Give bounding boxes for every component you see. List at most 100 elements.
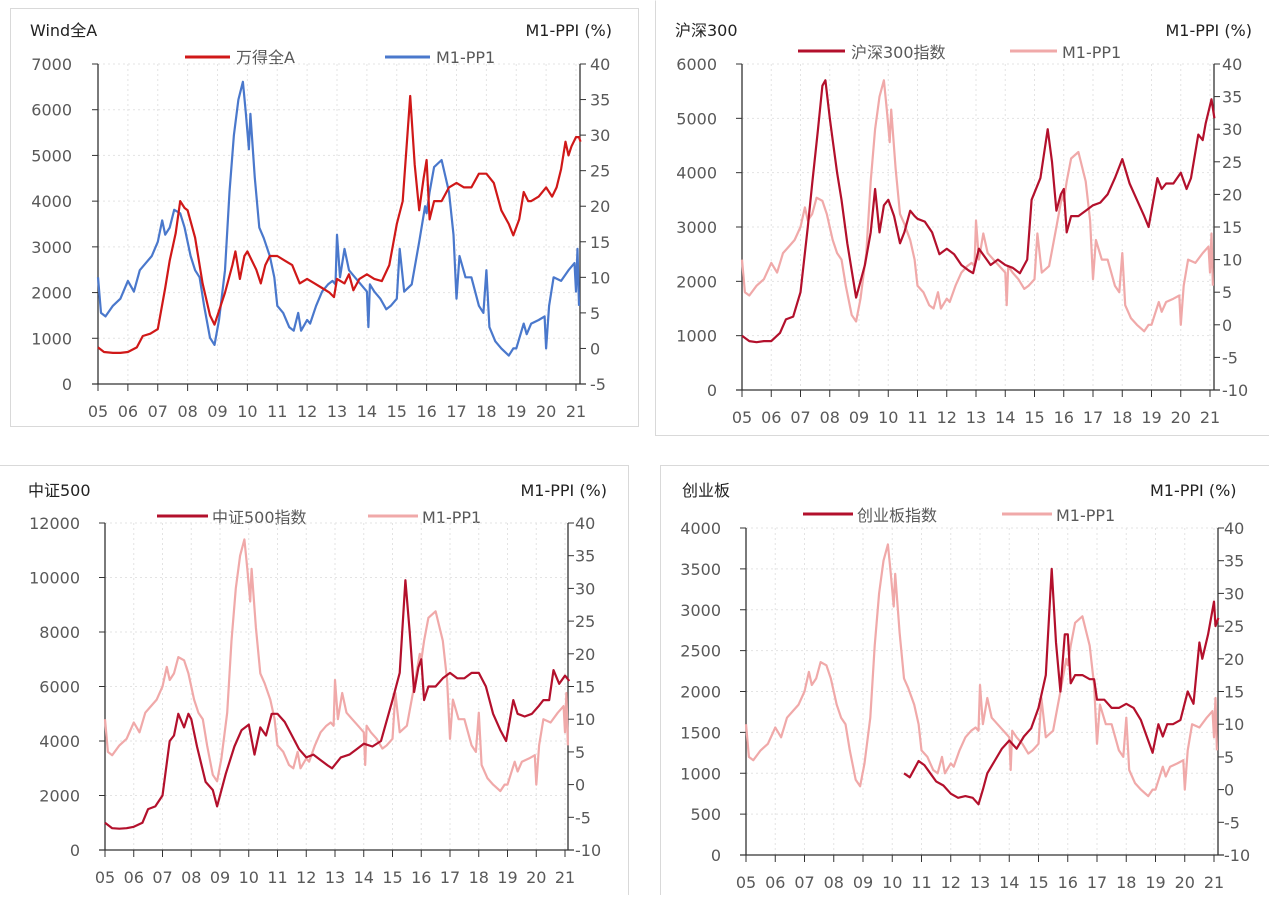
y-tick-label: 3000 (31, 238, 72, 257)
x-tick-label: 18 (1116, 873, 1136, 892)
x-tick-label: 07 (794, 873, 814, 892)
chart-frame-csi500 (0, 465, 629, 895)
y-tick-label: 0 (707, 381, 717, 400)
y-tick-label: 0 (62, 375, 72, 394)
y2-tick-label: 10 (1222, 251, 1242, 270)
chart-title: 创业板 (682, 481, 730, 500)
y-tick-label: 8000 (39, 623, 80, 642)
y2-tick-label: 0 (1222, 316, 1232, 335)
x-tick-label: 15 (1024, 408, 1044, 427)
y-tick-label: 3000 (680, 601, 721, 620)
x-tick-label: 05 (732, 408, 752, 427)
x-tick-label: 13 (325, 868, 345, 887)
legend-label-m1ppi: M1-PP1 (422, 508, 481, 527)
chart-title: 中证500 (28, 481, 91, 500)
x-tick-label: 06 (761, 408, 781, 427)
y2-tick-label: 10 (575, 710, 595, 729)
x-tick-label: 08 (177, 402, 197, 421)
y2-tick-label: 5 (1224, 748, 1234, 767)
y2-tick-label: 35 (1224, 552, 1244, 571)
chart-frame-hs300 (655, 0, 1269, 436)
x-tick-label: 12 (296, 868, 316, 887)
y2-tick-label: 15 (1224, 683, 1244, 702)
series-line-index (741, 79, 1216, 344)
x-tick-label: 15 (1028, 873, 1048, 892)
y2-tick-label: 35 (590, 91, 610, 110)
x-tick-label: 15 (387, 402, 407, 421)
series-line-index (104, 579, 571, 830)
chart-csi500: 中证500 M1-PPI (%) 中证500指数 M1-PP1 02000400… (28, 481, 607, 887)
y2-tick-label: 5 (590, 304, 600, 323)
x-tick-label: 19 (506, 402, 526, 421)
chart-title: 沪深300 (675, 21, 738, 40)
y2-tick-label: 20 (575, 645, 595, 664)
y-tick-label: 2000 (676, 272, 717, 291)
x-tick-label: 16 (1058, 873, 1078, 892)
y2-tick-label: 10 (590, 268, 610, 287)
y2-tick-label: 40 (575, 514, 595, 533)
x-tick-label: 05 (736, 873, 756, 892)
y-tick-label: 2500 (680, 642, 721, 661)
y2-tick-label: 30 (590, 126, 610, 145)
y-tick-label: 0 (70, 841, 80, 860)
y-tick-label: 3000 (676, 218, 717, 237)
x-tick-label: 08 (181, 868, 201, 887)
legend-label-csi500: 中证500指数 (212, 508, 307, 527)
series-line-m1ppi (96, 80, 581, 357)
y2-tick-label: 25 (1224, 617, 1244, 636)
x-tick-label: 12 (297, 402, 317, 421)
x-tick-label: 21 (566, 402, 586, 421)
y2-tick-label: 35 (575, 547, 595, 566)
x-tick-label: 14 (999, 873, 1019, 892)
x-tick-label: 21 (1200, 408, 1220, 427)
series-line-m1ppi (103, 538, 569, 793)
x-tick-label: 13 (966, 408, 986, 427)
right-axis-title: M1-PPI (%) (520, 481, 607, 500)
x-tick-label: 07 (152, 868, 172, 887)
x-tick-label: 21 (1204, 873, 1224, 892)
x-tick-label: 15 (382, 868, 402, 887)
series-line-index (97, 94, 582, 354)
chart-title: Wind全A (30, 21, 97, 40)
x-tick-label: 09 (210, 868, 230, 887)
x-tick-label: 08 (824, 873, 844, 892)
y2-tick-label: 15 (575, 678, 595, 697)
y2-tick-label: 20 (1224, 650, 1244, 669)
x-tick-label: 05 (95, 868, 115, 887)
y2-tick-label: 25 (575, 612, 595, 631)
x-tick-label: 17 (1087, 873, 1107, 892)
y-tick-label: 12000 (29, 514, 80, 533)
x-tick-label: 21 (555, 868, 575, 887)
y2-tick-label: 30 (575, 579, 595, 598)
y-tick-label: 5000 (676, 109, 717, 128)
series-line-m1ppi (740, 79, 1214, 333)
chart-wind-a: Wind全A M1-PPI (%) 万得全A M1-PP1 0 1000 2000 3… (30, 21, 612, 421)
y2-tick-label: 40 (590, 55, 610, 74)
x-tick-label: 14 (357, 402, 377, 421)
y-tick-label: 1000 (680, 764, 721, 783)
x-tick-label: 11 (267, 402, 287, 421)
x-tick-label: 16 (411, 868, 431, 887)
x-tick-label: 18 (476, 402, 496, 421)
y2-tick-label: 5 (1222, 283, 1232, 302)
x-tick-label: 06 (124, 868, 144, 887)
x-tick-label: 17 (1083, 408, 1103, 427)
x-tick-label: 10 (882, 873, 902, 892)
x-tick-label: 10 (878, 408, 898, 427)
x-tick-label: 16 (416, 402, 436, 421)
y2-tick-label: 15 (1222, 218, 1242, 237)
chart-frame-chinext (660, 465, 1269, 895)
legend-label-hs300: 沪深300指数 (851, 43, 946, 62)
chart-hs300: 沪深300 M1-PPI (%) 沪深300指数 M1-PP1 01000200… (675, 21, 1252, 427)
x-tick-label: 20 (526, 868, 546, 887)
y-tick-label: 6000 (676, 55, 717, 74)
right-axis-title: M1-PPI (%) (1150, 481, 1237, 500)
series-line-index (903, 567, 1220, 806)
y2-tick-label: -10 (575, 841, 601, 860)
x-tick-label: 10 (239, 868, 259, 887)
series-line-m1ppi (744, 543, 1218, 798)
chart-frame-wind-a (10, 8, 639, 427)
x-tick-label: 07 (790, 408, 810, 427)
y-tick-label: 4000 (676, 164, 717, 183)
x-tick-label: 16 (1054, 408, 1074, 427)
